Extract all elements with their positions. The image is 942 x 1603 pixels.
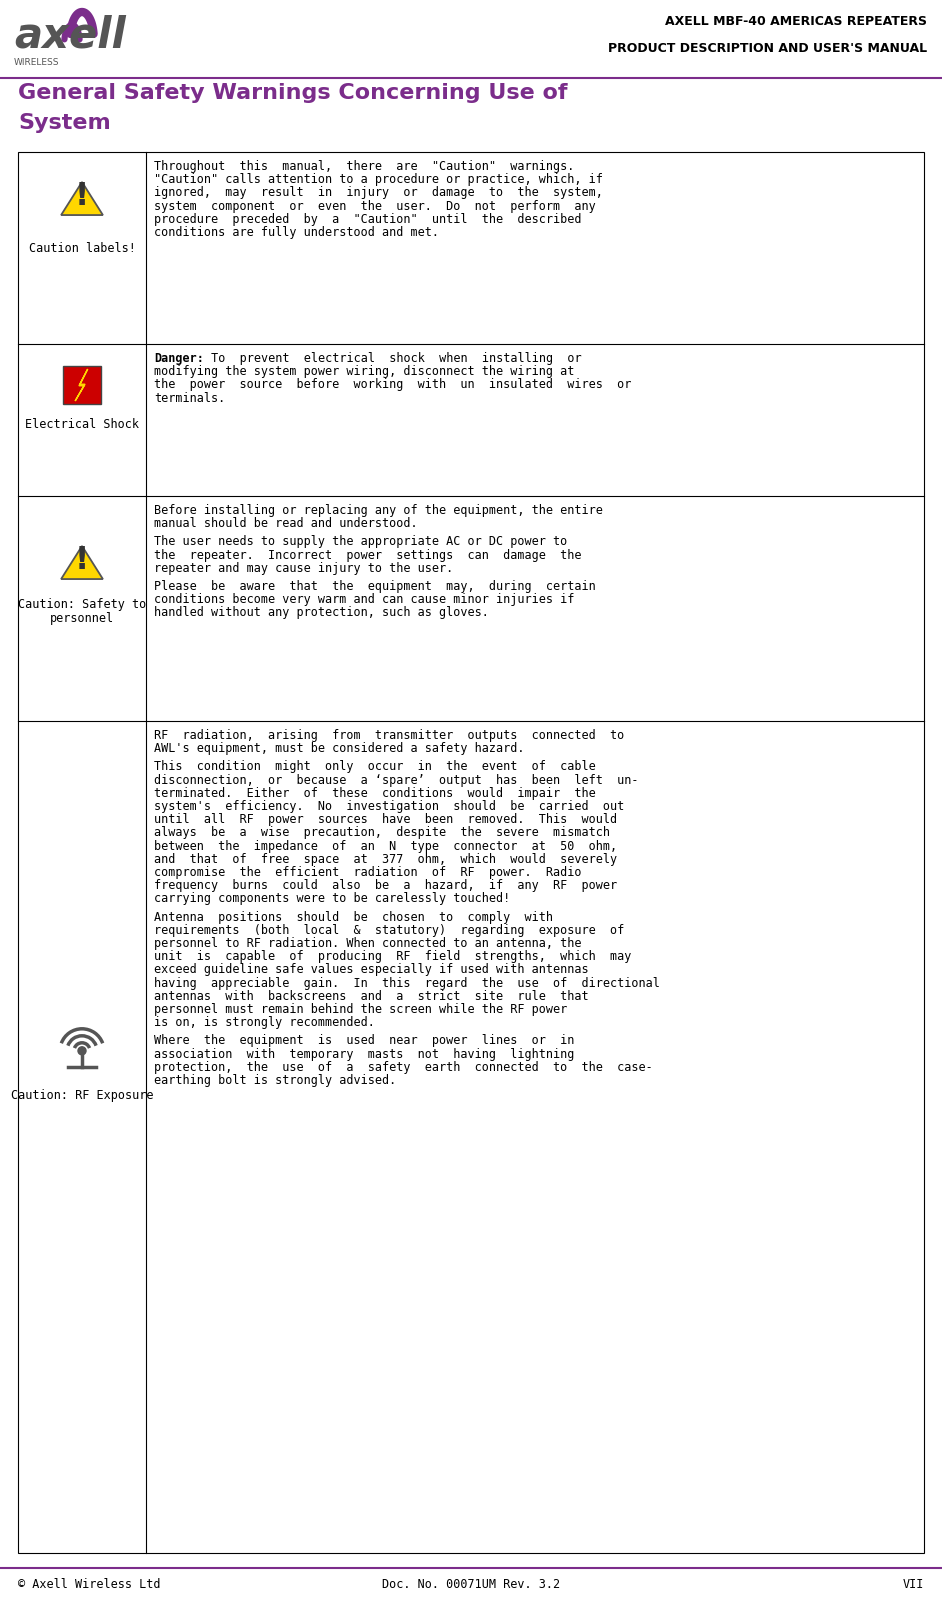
Text: Please  be  aware  that  the  equipment  may,  during  certain: Please be aware that the equipment may, … [154,580,595,593]
Text: Throughout  this  manual,  there  are  "Caution"  warnings.: Throughout this manual, there are "Cauti… [154,160,575,173]
Text: having  appreciable  gain.  In  this  regard  the  use  of  directional: having appreciable gain. In this regard … [154,976,660,989]
Text: carrying components were to be carelessly touched!: carrying components were to be carelessl… [154,893,511,906]
Text: terminated.  Either  of  these  conditions  would  impair  the: terminated. Either of these conditions w… [154,787,595,800]
Text: requirements  (both  local  &  statutory)  regarding  exposure  of: requirements (both local & statutory) re… [154,923,625,936]
Text: association  with  temporary  masts  not  having  lightning: association with temporary masts not hav… [154,1048,575,1061]
Text: modifying the system power wiring, disconnect the wiring at: modifying the system power wiring, disco… [154,365,575,378]
Text: Caution: RF Exposure: Caution: RF Exposure [10,1088,154,1101]
Text: This  condition  might  only  occur  in  the  event  of  cable: This condition might only occur in the e… [154,760,595,773]
Text: Caution: Safety to: Caution: Safety to [18,598,146,611]
Text: system  component  or  even  the  user.  Do  not  perform  any: system component or even the user. Do no… [154,200,595,213]
Polygon shape [61,183,103,215]
Text: AXELL MBF-40 AMERICAS REPEATERS: AXELL MBF-40 AMERICAS REPEATERS [665,14,927,27]
Text: Electrical Shock: Electrical Shock [25,418,139,431]
Text: and  that  of  free  space  at  377  ohm,  which  would  severely: and that of free space at 377 ohm, which… [154,853,617,866]
Text: axell: axell [14,14,125,58]
Bar [63,365,101,404]
Text: © Axell Wireless Ltd: © Axell Wireless Ltd [18,1577,160,1592]
Text: Danger:: Danger: [154,353,203,365]
Text: personnel: personnel [50,612,114,625]
Text: The user needs to supply the appropriate AC or DC power to: The user needs to supply the appropriate… [154,535,567,548]
Text: procedure  preceded  by  a  "Caution"  until  the  described: procedure preceded by a "Caution" until … [154,213,581,226]
Text: until  all  RF  power  sources  have  been  removed.  This  would: until all RF power sources have been rem… [154,813,617,826]
Text: exceed guideline safe values especially if used with antennas: exceed guideline safe values especially … [154,963,589,976]
Text: !: ! [74,181,89,212]
Text: RF  radiation,  arising  from  transmitter  outputs  connected  to: RF radiation, arising from transmitter o… [154,729,625,742]
Text: Doc. No. 00071UM Rev. 3.2: Doc. No. 00071UM Rev. 3.2 [382,1577,560,1592]
Text: System: System [18,112,111,133]
Text: Before installing or replacing any of the equipment, the entire: Before installing or replacing any of th… [154,503,603,518]
Text: ignored,  may  result  in  injury  or  damage  to  the  system,: ignored, may result in injury or damage … [154,186,603,199]
Text: the  power  source  before  working  with  un  insulated  wires  or: the power source before working with un … [154,378,631,391]
Text: repeater and may cause injury to the user.: repeater and may cause injury to the use… [154,561,453,575]
Text: personnel to RF radiation. When connected to an antenna, the: personnel to RF radiation. When connecte… [154,938,581,951]
Text: disconnection,  or  because  a ‘spare’  output  has  been  left  un-: disconnection, or because a ‘spare’ outp… [154,774,639,787]
Text: the  repeater.  Incorrect  power  settings  can  damage  the: the repeater. Incorrect power settings c… [154,548,581,561]
Text: terminals.: terminals. [154,391,225,404]
Text: personnel must remain behind the screen while the RF power: personnel must remain behind the screen … [154,1003,567,1016]
Text: system's  efficiency.  No  investigation  should  be  carried  out: system's efficiency. No investigation sh… [154,800,625,813]
Text: Antenna  positions  should  be  chosen  to  comply  with: Antenna positions should be chosen to co… [154,911,553,923]
Text: !: ! [74,545,89,577]
Text: earthing bolt is strongly advised.: earthing bolt is strongly advised. [154,1074,397,1087]
Text: "Caution" calls attention to a procedure or practice, which, if: "Caution" calls attention to a procedure… [154,173,603,186]
Text: antennas  with  backscreens  and  a  strict  site  rule  that: antennas with backscreens and a strict s… [154,989,589,1003]
Bar [18,152,924,1553]
Text: compromise  the  efficient  radiation  of  RF  power.  Radio: compromise the efficient radiation of RF… [154,866,581,878]
Text: conditions become very warm and can cause minor injuries if: conditions become very warm and can caus… [154,593,575,606]
Circle shape [78,1047,86,1055]
Text: To  prevent  electrical  shock  when  installing  or: To prevent electrical shock when install… [204,353,581,365]
Text: frequency  burns  could  also  be  a  hazard,  if  any  RF  power: frequency burns could also be a hazard, … [154,878,617,893]
Text: protection,  the  use  of  a  safety  earth  connected  to  the  case-: protection, the use of a safety earth co… [154,1061,653,1074]
Text: between  the  impedance  of  an  N  type  connector  at  50  ohm,: between the impedance of an N type conne… [154,840,617,853]
Text: is on, is strongly recommended.: is on, is strongly recommended. [154,1016,375,1029]
Text: unit  is  capable  of  producing  RF  field  strengths,  which  may: unit is capable of producing RF field st… [154,951,631,963]
Text: VII: VII [902,1577,924,1592]
Text: Caution labels!: Caution labels! [28,242,136,255]
Text: manual should be read and understood.: manual should be read and understood. [154,518,417,531]
Text: handled without any protection, such as gloves.: handled without any protection, such as … [154,606,489,619]
Text: General Safety Warnings Concerning Use of: General Safety Warnings Concerning Use o… [18,83,567,103]
Polygon shape [61,547,103,579]
Text: AWL's equipment, must be considered a safety hazard.: AWL's equipment, must be considered a sa… [154,742,525,755]
Text: PRODUCT DESCRIPTION AND USER'S MANUAL: PRODUCT DESCRIPTION AND USER'S MANUAL [608,42,927,55]
Text: WIRELESS: WIRELESS [14,58,59,67]
Polygon shape [75,369,88,401]
Text: conditions are fully understood and met.: conditions are fully understood and met. [154,226,439,239]
Text: Where  the  equipment  is  used  near  power  lines  or  in: Where the equipment is used near power l… [154,1034,575,1047]
Text: always  be  a  wise  precaution,  despite  the  severe  mismatch: always be a wise precaution, despite the… [154,827,610,840]
